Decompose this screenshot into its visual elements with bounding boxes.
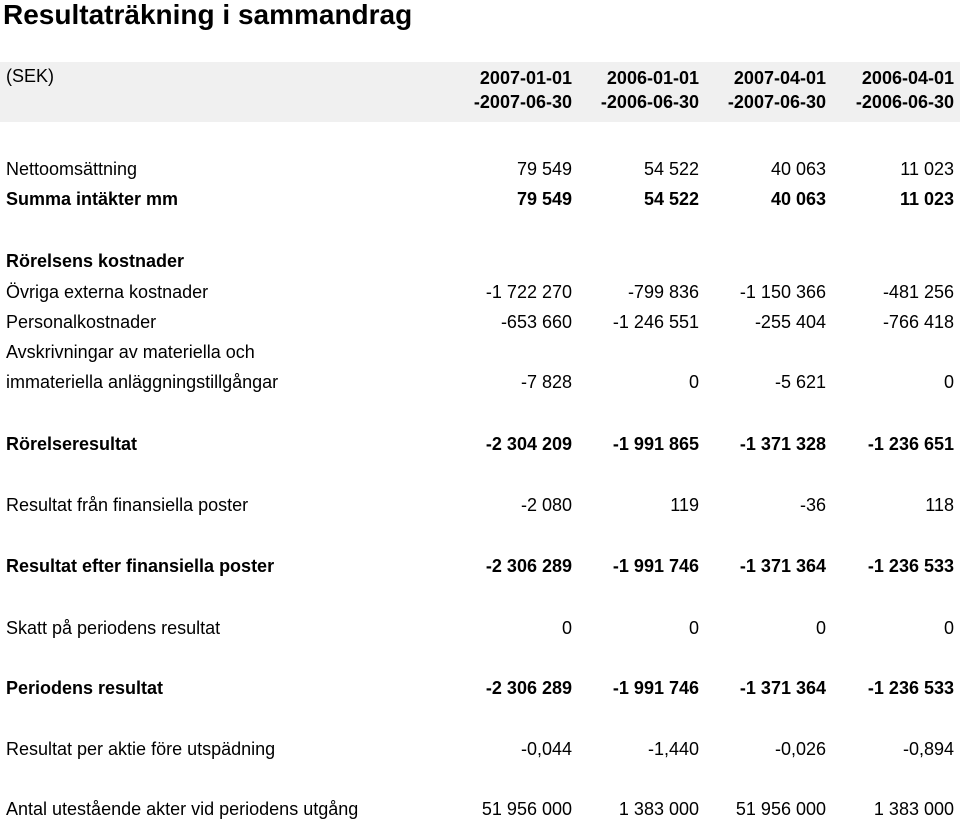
row-value-col3: -1 371 328 <box>739 434 826 454</box>
row-value-col4: -766 418 <box>882 312 954 332</box>
table-row-other-external-costs: Övriga externa kostnader -1 722 270 -799… <box>0 280 960 304</box>
column-header-2-line1: 2006-01-01 <box>606 68 699 88</box>
row-label: Resultat från finansiella poster <box>6 495 249 515</box>
row-label: Personalkostnader <box>6 312 157 332</box>
row-value-col2: 54 522 <box>643 159 699 179</box>
row-value-col2: 54 522 <box>643 189 699 209</box>
row-value-col4: 118 <box>925 495 954 515</box>
table-header-band <box>0 62 960 122</box>
row-label: Avskrivningar av materiella och <box>6 342 255 362</box>
row-value-col4: -481 256 <box>882 282 954 302</box>
row-value-col3: -255 404 <box>754 312 826 332</box>
row-value-col1: -653 660 <box>500 312 572 332</box>
row-value-col2: 1 383 000 <box>618 799 699 819</box>
row-value-col2: -799 836 <box>627 282 699 302</box>
row-value-col1: 79 549 <box>516 159 572 179</box>
row-value-col2: 0 <box>688 618 699 638</box>
column-header-4: 2006-04-01 -2006-06-30 <box>856 66 954 114</box>
table-row-net-sales: Nettoomsättning 79 549 54 522 40 063 11 … <box>0 157 960 181</box>
row-label: Rörelsens kostnader <box>6 251 185 271</box>
row-value-col1: 51 956 000 <box>481 799 572 819</box>
row-label: Antal utestående akter vid periodens utg… <box>6 799 359 819</box>
row-value-col1: 0 <box>561 618 572 638</box>
row-value-col1: -7 828 <box>520 372 572 392</box>
row-value-col3: -1 150 366 <box>739 282 826 302</box>
column-header-2: 2006-01-01 -2006-06-30 <box>601 66 699 114</box>
row-value-col4: -1 236 533 <box>867 556 954 576</box>
row-value-col4: -1 236 533 <box>867 678 954 698</box>
column-header-3: 2007-04-01 -2007-06-30 <box>728 66 826 114</box>
table-row-earnings-per-share: Resultat per aktie före utspädning -0,04… <box>0 737 960 761</box>
row-label: Resultat per aktie före utspädning <box>6 739 276 759</box>
row-value-col2: 0 <box>688 372 699 392</box>
table-row-depreciation-line2: immateriella anläggningstillgångar -7 82… <box>0 370 960 394</box>
row-value-col3: -1 371 364 <box>739 678 826 698</box>
row-value-col1: -1 722 270 <box>485 282 572 302</box>
row-value-col1: -2 306 289 <box>485 556 572 576</box>
row-label: Summa intäkter mm <box>6 189 179 209</box>
column-header-3-line1: 2007-04-01 <box>733 68 826 88</box>
row-value-col3: -0,026 <box>774 739 826 759</box>
column-header-4-line2: -2006-06-30 <box>855 92 954 112</box>
table-row-personnel-costs: Personalkostnader -653 660 -1 246 551 -2… <box>0 310 960 334</box>
column-header-1-line1: 2007-01-01 <box>479 68 572 88</box>
row-value-col3: 51 956 000 <box>735 799 826 819</box>
row-value-col4: 0 <box>943 372 954 392</box>
row-label: Periodens resultat <box>6 678 164 698</box>
row-value-col3: 40 063 <box>770 189 826 209</box>
row-label: Skatt på periodens resultat <box>6 618 221 638</box>
row-value-col1: -2 080 <box>520 495 572 515</box>
row-value-col1: -2 304 209 <box>485 434 572 454</box>
section-heading-operating-costs: Rörelsens kostnader <box>0 249 960 273</box>
table-row-total-income: Summa intäkter mm 79 549 54 522 40 063 1… <box>0 187 960 211</box>
column-header-2-line2: -2006-06-30 <box>600 92 699 112</box>
row-value-col4: 11 023 <box>900 159 954 179</box>
row-label: Nettoomsättning <box>6 159 138 179</box>
table-row-period-result: Periodens resultat -2 306 289 -1 991 746… <box>0 676 960 700</box>
page-title: Resultaträkning i sammandrag <box>3 0 413 30</box>
row-value-col4: -0,894 <box>902 739 954 759</box>
row-value-col4: 1 383 000 <box>873 799 954 819</box>
row-value-col4: -1 236 651 <box>867 434 954 454</box>
row-value-col3: 40 063 <box>770 159 826 179</box>
row-value-col2: -1,440 <box>647 739 699 759</box>
row-label: Övriga externa kostnader <box>6 282 209 302</box>
row-value-col2: -1 991 865 <box>612 434 699 454</box>
row-value-col1: -0,044 <box>520 739 572 759</box>
column-header-3-line2: -2007-06-30 <box>727 92 826 112</box>
row-value-col4: 0 <box>943 618 954 638</box>
table-row-tax: Skatt på periodens resultat 0 0 0 0 <box>0 616 960 640</box>
row-value-col2: -1 991 746 <box>612 556 699 576</box>
row-label: immateriella anläggningstillgångar <box>6 372 279 392</box>
row-value-col1: 79 549 <box>516 189 572 209</box>
column-header-1-line2: -2007-06-30 <box>473 92 572 112</box>
row-value-col2: 119 <box>670 495 699 515</box>
table-row-depreciation-line1: Avskrivningar av materiella och <box>0 340 960 364</box>
row-value-col3: -5 621 <box>774 372 826 392</box>
row-value-col4: 11 023 <box>899 189 954 209</box>
row-value-col3: -1 371 364 <box>739 556 826 576</box>
column-header-4-line1: 2006-04-01 <box>861 68 954 88</box>
table-row-financial-items: Resultat från finansiella poster -2 080 … <box>0 493 960 517</box>
column-header-1: 2007-01-01 -2007-06-30 <box>474 66 572 114</box>
table-row-operating-result: Rörelseresultat -2 304 209 -1 991 865 -1… <box>0 432 960 456</box>
row-label: Resultat efter finansiella poster <box>6 556 275 576</box>
table-row-shares-outstanding: Antal utestående akter vid periodens utg… <box>0 797 960 821</box>
row-value-col3: -36 <box>799 495 826 515</box>
row-value-col2: -1 991 746 <box>612 678 699 698</box>
row-value-col1: -2 306 289 <box>485 678 572 698</box>
row-label: Rörelseresultat <box>6 434 138 454</box>
row-value-col2: -1 246 551 <box>612 312 699 332</box>
table-row-result-after-financial-items: Resultat efter finansiella poster -2 306… <box>0 554 960 578</box>
currency-label: (SEK) <box>6 66 55 86</box>
row-value-col3: 0 <box>815 618 826 638</box>
